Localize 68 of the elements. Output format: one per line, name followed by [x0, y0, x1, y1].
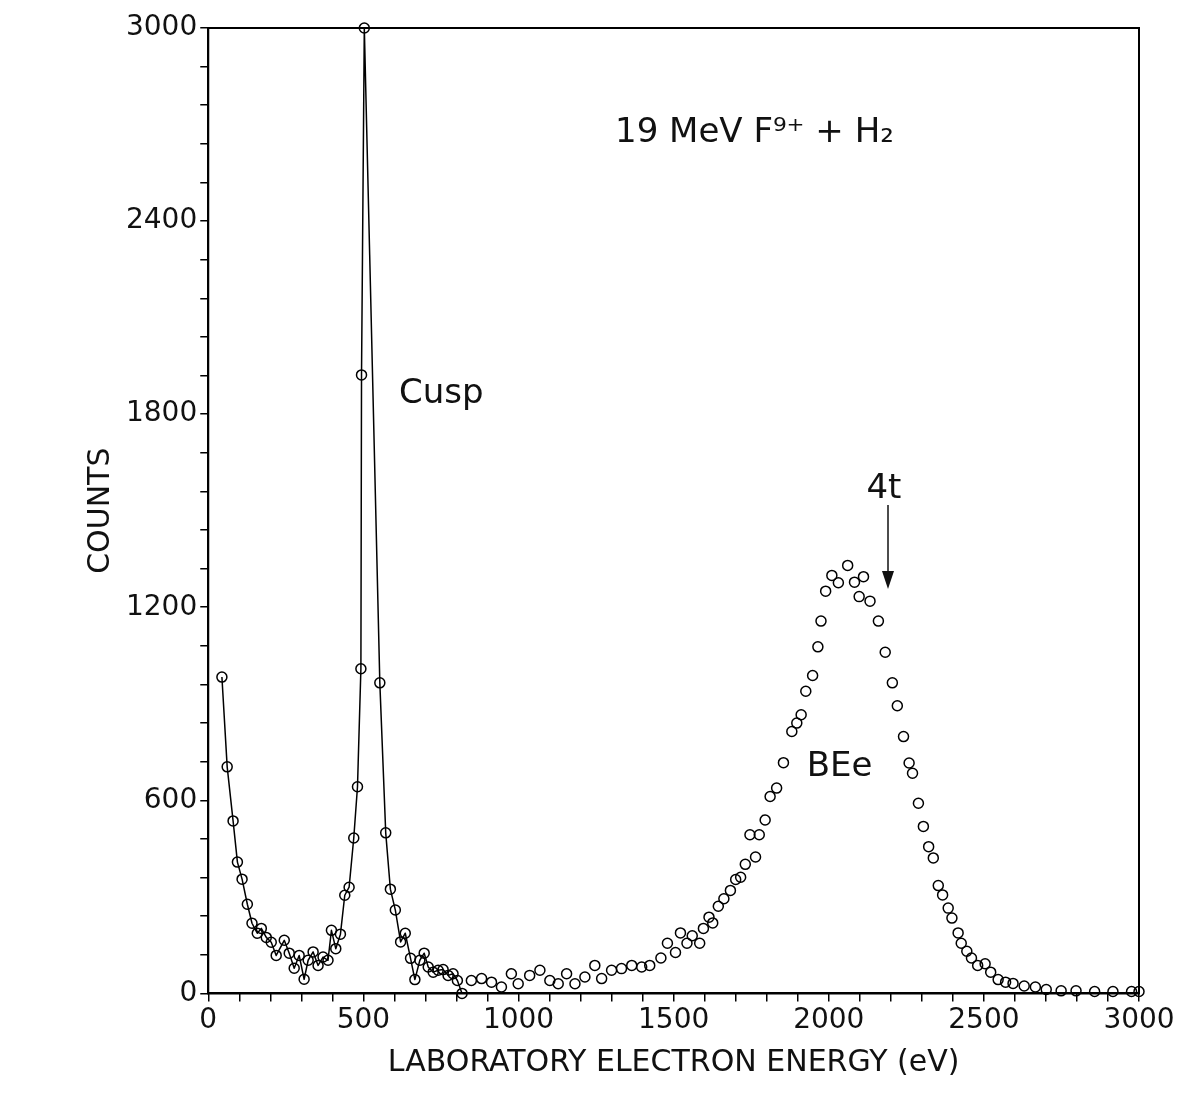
- point: [293, 949, 305, 962]
- point: [241, 898, 254, 911]
- point: [399, 927, 412, 939]
- point: [236, 873, 248, 885]
- point: [325, 924, 338, 937]
- point: [246, 917, 258, 929]
- point: [404, 952, 417, 965]
- point: [355, 662, 367, 675]
- x-tick-label: 2000: [793, 1002, 865, 1036]
- point: [351, 781, 364, 793]
- point: [260, 931, 273, 944]
- point: [265, 936, 277, 948]
- point: [348, 832, 360, 844]
- point: [312, 959, 324, 972]
- point: [298, 973, 310, 985]
- point: [251, 927, 264, 939]
- point: [442, 969, 454, 982]
- point: [394, 936, 407, 948]
- point: [216, 671, 228, 683]
- point: [283, 947, 295, 959]
- point: [221, 761, 233, 773]
- point: [288, 962, 300, 975]
- point: [427, 966, 439, 978]
- x-tick-label: 1500: [638, 1002, 710, 1036]
- point: [451, 974, 464, 987]
- text: 19 MeV F⁹⁺ + H₂: [615, 110, 894, 150]
- point: [437, 963, 449, 976]
- x-tick-label: 2500: [948, 1002, 1020, 1036]
- point: [343, 881, 355, 893]
- point: [379, 827, 392, 839]
- annotation: Cusp: [399, 370, 484, 411]
- x-tick-label: 1000: [482, 1002, 555, 1036]
- y-tick-label: 1800: [125, 395, 198, 429]
- point: [255, 922, 268, 935]
- y-tick-label: 3000: [125, 9, 198, 43]
- annotation: BEe: [806, 744, 873, 785]
- x-axis-title: LABORATORY ELECTRON ENERGY (eV): [387, 1042, 960, 1078]
- point: [456, 987, 468, 1000]
- point: [330, 942, 342, 955]
- annotation: 4t: [866, 466, 902, 507]
- point: [432, 964, 444, 976]
- point: [322, 954, 334, 967]
- point: [278, 934, 291, 947]
- point: [317, 951, 329, 963]
- point: [307, 946, 319, 958]
- point: [414, 954, 426, 967]
- point: [355, 369, 368, 381]
- point: [302, 954, 314, 967]
- y-tick-label: 0: [179, 974, 198, 1008]
- point: [334, 928, 347, 940]
- point: [358, 22, 371, 34]
- point: [418, 947, 430, 959]
- point: [227, 815, 239, 827]
- x-tick-label: 3000: [1103, 1002, 1175, 1036]
- point: [384, 883, 397, 895]
- point: [374, 677, 386, 689]
- point: [389, 904, 402, 916]
- point: [409, 973, 421, 986]
- y-tick-label: 1200: [125, 588, 198, 622]
- point: [447, 968, 459, 980]
- y-axis-title: COUNTS: [80, 447, 116, 574]
- y-tick-label: 600: [143, 781, 198, 815]
- point: [339, 889, 351, 901]
- x-tick-label: 500: [336, 1002, 391, 1036]
- point: [231, 856, 244, 868]
- point: [422, 961, 434, 973]
- point: [270, 949, 282, 962]
- y-tick-label: 2400: [125, 202, 198, 236]
